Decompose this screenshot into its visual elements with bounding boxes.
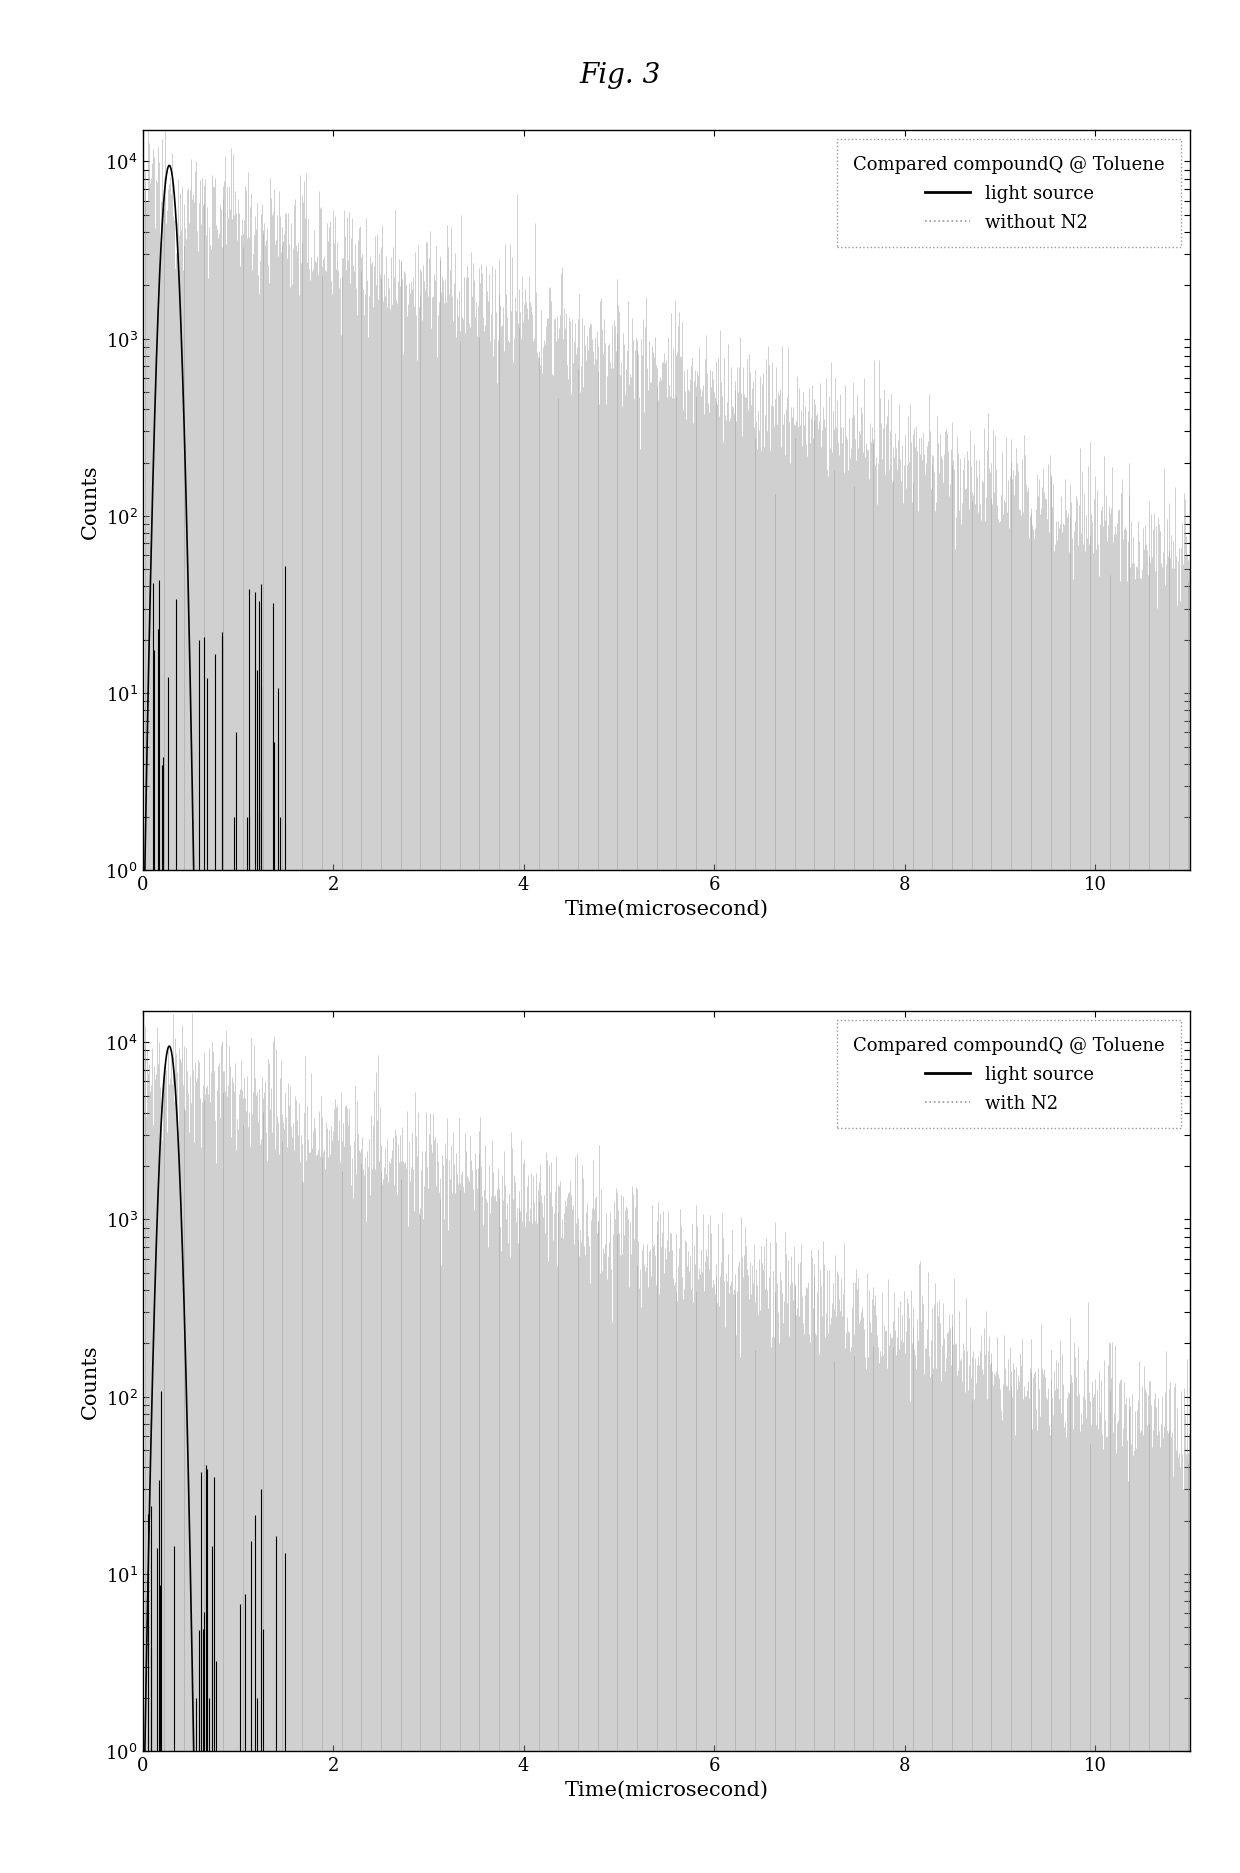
- Text: Fig. 3: Fig. 3: [579, 62, 661, 88]
- Y-axis label: Counts: Counts: [81, 1345, 100, 1418]
- Legend: light source, without N2: light source, without N2: [837, 140, 1182, 249]
- X-axis label: Time(microsecond): Time(microsecond): [564, 899, 769, 918]
- X-axis label: Time(microsecond): Time(microsecond): [564, 1779, 769, 1798]
- Y-axis label: Counts: Counts: [81, 465, 100, 538]
- Legend: light source, with N2: light source, with N2: [837, 1021, 1182, 1129]
